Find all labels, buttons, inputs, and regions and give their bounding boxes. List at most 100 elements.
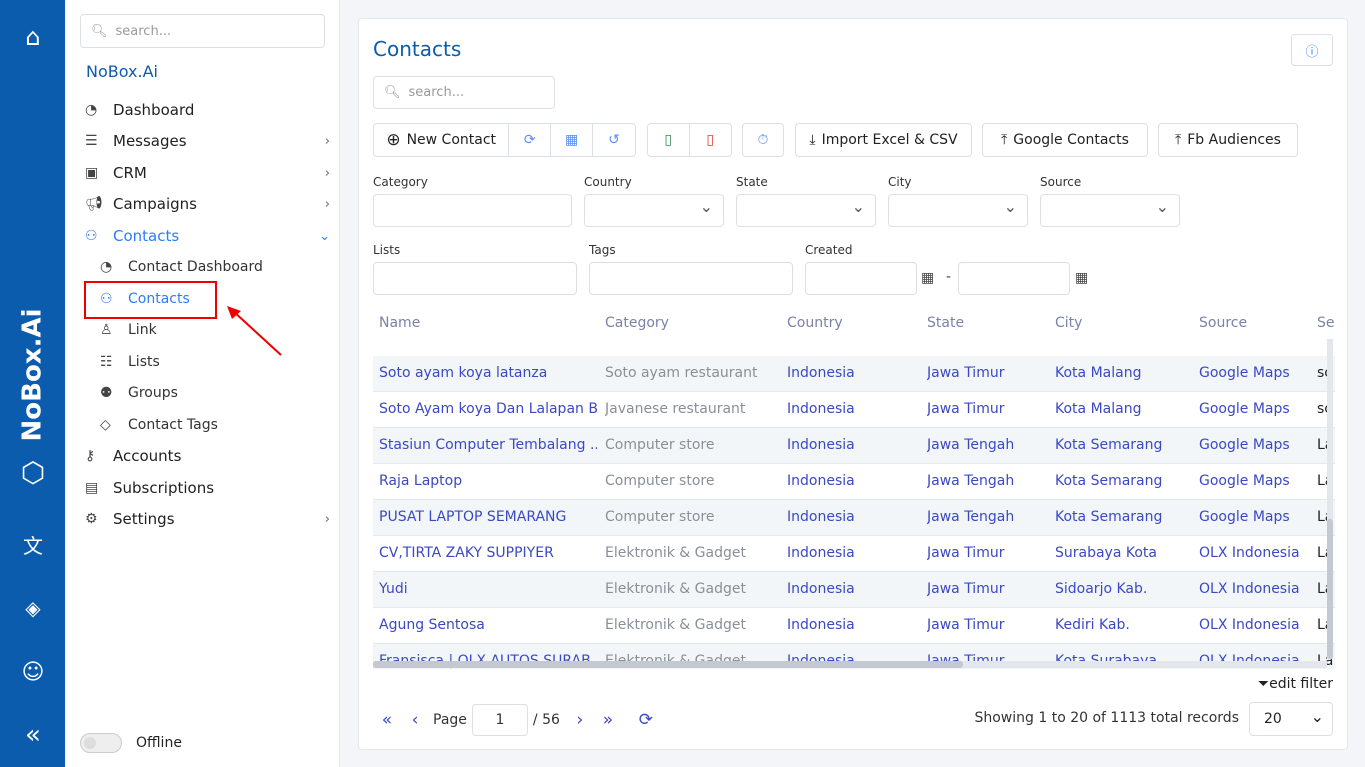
date-separator: -: [946, 269, 952, 285]
calendar-icon[interactable]: ▦: [921, 270, 935, 286]
brand-text: NoBox.Ai: [17, 308, 48, 442]
sidebar-item-accounts[interactable]: ⚷ Accounts: [85, 442, 330, 470]
column-header[interactable]: Se: [1317, 315, 1335, 331]
table-row[interactable]: Soto Ayam koya Dan Lalapan B... Javanese …: [373, 392, 1335, 428]
sidebar-item-messages[interactable]: ☰ Messages ›: [85, 127, 330, 155]
vertical-scrollbar-thumb[interactable]: [1327, 519, 1333, 659]
megaphone-icon: 📢︎: [85, 196, 103, 212]
label: Subscriptions: [113, 479, 215, 497]
new-contact-button[interactable]: ⊕ New Contact: [374, 124, 510, 156]
column-header[interactable]: Country: [787, 315, 843, 331]
table-row[interactable]: Yudi Elektronik & Gadget Indonesia Jawa Tim…: [373, 572, 1335, 608]
table-cell[interactable]: Soto ayam koya latanza: [379, 365, 548, 381]
city-label: City: [888, 175, 912, 189]
sync-button[interactable]: ⟳: [509, 124, 552, 156]
fb-audiences-button[interactable]: ⤒ Fb Audiences: [1158, 123, 1298, 157]
next-page-icon[interactable]: ›: [576, 710, 584, 730]
paint-bucket-icon[interactable]: ◈: [25, 596, 41, 620]
column-header[interactable]: City: [1055, 315, 1083, 331]
vertical-scrollbar-track[interactable]: [1327, 339, 1333, 659]
user-icon[interactable]: ☺: [21, 659, 45, 685]
translate-icon[interactable]: 文: [23, 533, 43, 558]
online-status-toggle[interactable]: Offline: [80, 733, 182, 753]
table-cell: Google Maps: [1199, 509, 1290, 525]
table-row[interactable]: Soto ayam koya latanza Soto ayam restaura…: [373, 356, 1335, 392]
page-size-select[interactable]: 20: [1249, 702, 1333, 736]
table-cell[interactable]: PUSAT LAPTOP SEMARANG: [379, 509, 567, 525]
sidebar-search-input[interactable]: 🔍︎ search...: [80, 14, 325, 48]
sidebar-item-contacts-sub[interactable]: ⚇ Contacts: [100, 285, 345, 313]
search-icon: 🔍︎: [384, 85, 401, 100]
timer-button[interactable]: ⏱︎: [743, 124, 783, 156]
table-row[interactable]: PUSAT LAPTOP SEMARANG Computer store Indon…: [373, 500, 1335, 536]
help-button[interactable]: ⓘ: [1291, 34, 1333, 66]
highlight-box: [84, 281, 217, 319]
label: CRM: [113, 164, 147, 182]
table-cell[interactable]: Raja Laptop: [379, 473, 463, 489]
excel-icon: ▯: [664, 132, 673, 148]
lists-input[interactable]: [373, 262, 577, 295]
calendar-icon[interactable]: ▦: [1075, 270, 1089, 286]
created-to-input[interactable]: [958, 262, 1070, 295]
city-select[interactable]: [888, 194, 1028, 227]
export-excel-button[interactable]: ▯: [648, 124, 690, 156]
collapse-icon[interactable]: «: [25, 720, 41, 750]
column-header[interactable]: State: [927, 315, 965, 331]
google-contacts-button[interactable]: ⤒ Google Contacts: [982, 123, 1148, 157]
label: Lists: [128, 354, 160, 370]
question-icon: ⓘ: [1305, 44, 1319, 60]
label: Fb Audiences: [1187, 132, 1281, 148]
reset-button[interactable]: ↺: [593, 124, 635, 156]
table-view-button[interactable]: ▦: [551, 124, 594, 156]
category-input[interactable]: [373, 194, 572, 227]
table-cell: Jawa Tengah: [927, 473, 1015, 489]
sidebar-item-contacts[interactable]: ⚇ Contacts ⌄: [85, 222, 330, 250]
table-cell[interactable]: CV,TIRTA ZAKY SUPPIYER: [379, 545, 554, 561]
table-row[interactable]: CV,TIRTA ZAKY SUPPIYER Elektronik & Gadge…: [373, 536, 1335, 572]
key-icon: ⚷: [85, 448, 96, 464]
table-cell: Jawa Timur: [927, 365, 1005, 381]
column-header[interactable]: Name: [379, 315, 421, 331]
country-select[interactable]: [584, 194, 724, 227]
sidebar-item-campaigns[interactable]: 📢︎ Campaigns ›: [85, 190, 330, 218]
created-from-input[interactable]: [805, 262, 917, 295]
sidebar-item-settings[interactable]: ⚙ Settings ›: [85, 505, 330, 533]
table-cell[interactable]: Agung Sentosa: [379, 617, 485, 633]
sidebar-item-lists[interactable]: ☷ Lists: [100, 348, 345, 376]
prev-page-icon[interactable]: ‹: [411, 710, 419, 730]
sidebar-item-contact-dashboard[interactable]: ◔ Contact Dashboard: [100, 253, 345, 281]
table-row[interactable]: Raja Laptop Computer store Indonesia Jawa T…: [373, 464, 1335, 500]
column-header[interactable]: Source: [1199, 315, 1248, 331]
toggle-switch[interactable]: [80, 733, 122, 753]
sidebar-item-dashboard[interactable]: ◔ Dashboard: [85, 96, 330, 124]
page-input[interactable]: 1: [471, 704, 528, 736]
sidebar-item-subscriptions[interactable]: ▤ Subscriptions: [85, 474, 330, 502]
table-cell[interactable]: Stasiun Computer Tembalang ...: [379, 437, 597, 453]
home-icon[interactable]: ⌂: [25, 23, 41, 51]
label: Settings: [113, 510, 175, 528]
edit-filter-button[interactable]: ⏷edit filter: [1258, 676, 1333, 692]
sidebar-item-link[interactable]: ♙ Link: [100, 316, 345, 344]
source-select[interactable]: [1040, 194, 1180, 227]
import-excel-button[interactable]: ⤓ Import Excel & CSV: [795, 123, 972, 157]
state-select[interactable]: [736, 194, 876, 227]
records-summary: Showing 1 to 20 of 1113 total records: [974, 710, 1239, 726]
column-header[interactable]: Category: [605, 315, 669, 331]
sidebar-item-contact-tags[interactable]: ◇ Contact Tags: [100, 411, 345, 439]
message-icon: ☰: [85, 133, 98, 149]
contacts-search-input[interactable]: 🔍︎ search...: [373, 76, 555, 109]
table-row[interactable]: Agung Sentosa Elektronik & Gadget Indonesi…: [373, 608, 1335, 644]
chevron-right-icon: ›: [324, 133, 330, 149]
table-cell[interactable]: Soto Ayam koya Dan Lalapan B...: [379, 401, 597, 417]
table-row[interactable]: Stasiun Computer Tembalang ... Computer s…: [373, 428, 1335, 464]
sidebar-item-crm[interactable]: ▣ CRM ›: [85, 159, 330, 187]
tags-input[interactable]: [589, 262, 793, 295]
table-cell: Kediri Kab.: [1055, 617, 1130, 633]
first-page-icon[interactable]: «: [381, 710, 393, 730]
export-pdf-button[interactable]: ▯: [690, 124, 731, 156]
sidebar-item-groups[interactable]: ⚉ Groups: [100, 379, 345, 407]
last-page-icon[interactable]: »: [602, 710, 614, 730]
horizontal-scrollbar-thumb[interactable]: [373, 661, 963, 668]
refresh-icon[interactable]: ⟳: [638, 710, 654, 730]
table-cell[interactable]: Yudi: [379, 581, 408, 597]
